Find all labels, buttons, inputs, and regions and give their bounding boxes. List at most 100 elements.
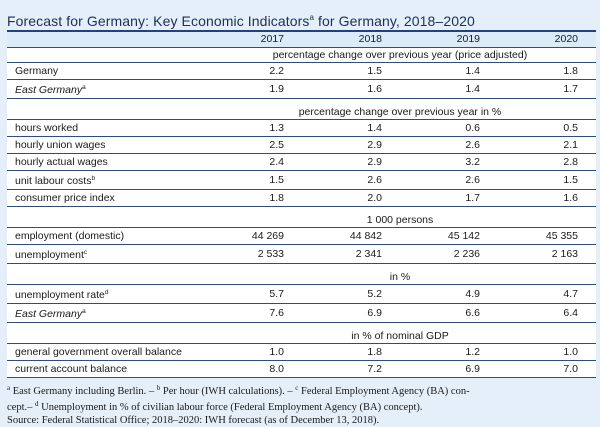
value-cell-2019: 2 236 (400, 244, 498, 264)
value-cell-2020: 2.1 (498, 136, 596, 154)
row-label: unit labour costs (15, 175, 92, 187)
row-footnote-mark: a (82, 84, 86, 91)
value-cell-2018: 5.2 (302, 284, 400, 304)
value-cell-2019: 4.9 (400, 284, 498, 304)
value-cell-2020: 1.8 (498, 62, 596, 80)
row-label-cell: general government overall balance (7, 343, 204, 361)
row-label-cell: unemploymentc (7, 244, 204, 264)
row-label: hourly union wages (15, 138, 106, 151)
row-label-cell: hours worked (7, 119, 204, 137)
year-header-2019: 2019 (400, 32, 498, 48)
value-cell-2020: 6.4 (498, 303, 596, 323)
value-cell-2018: 7.2 (302, 360, 400, 378)
value-cell-2018: 1.5 (302, 62, 400, 80)
year-header-row: 2017 2018 2019 2020 (7, 32, 596, 48)
value-cell-2020: 4.7 (498, 284, 596, 304)
unit-blank-cell (7, 329, 204, 344)
row-footnote-mark: a (82, 308, 86, 315)
footnote-mark-a: a (7, 384, 11, 392)
row-label: employment (domestic) (15, 229, 125, 242)
unit-row: in % (7, 270, 596, 285)
footnotes: a East Germany including Berlin. – b Per… (7, 382, 597, 427)
value-cell-2019: 1.4 (400, 62, 498, 80)
row-label: current account balance (15, 362, 128, 375)
value-cell-2017: 1.3 (204, 119, 302, 137)
unit-row: in % of nominal GDP (7, 329, 596, 344)
row-label: general government overall balance (15, 345, 182, 358)
value-cell-2018: 6.9 (302, 303, 400, 323)
row-label-cell: hourly union wages (7, 136, 204, 154)
unit-row: percentage change over previous year in … (7, 105, 596, 120)
unit-row: percentage change over previous year (pr… (7, 47, 596, 63)
unit-blank-cell (7, 105, 204, 120)
value-cell-2017: 2 533 (204, 244, 302, 264)
row-label: Germany (15, 64, 59, 77)
value-cell-2019: 1.7 (400, 189, 498, 207)
value-cell-2020: 45 355 (498, 227, 596, 245)
table-row: hours worked 1.3 1.4 0.6 0.5 (7, 119, 596, 137)
row-label-cell: Germany (7, 62, 204, 80)
row-label: consumer price index (15, 191, 115, 204)
indicators-table: 2017 2018 2019 2020 percentage change over p… (7, 32, 596, 378)
unit-blank-cell (7, 213, 204, 228)
value-cell-2020: 0.5 (498, 119, 596, 137)
value-cell-2018: 1.4 (302, 119, 400, 137)
year-header-2017: 2017 (204, 32, 302, 48)
unit-blank-cell (7, 47, 204, 63)
value-cell-2019: 1.4 (400, 79, 498, 99)
row-label: East Germany (15, 308, 83, 320)
row-label-cell: current account balance (7, 360, 204, 378)
value-cell-2019: 1.2 (400, 343, 498, 361)
value-cell-2017: 1.8 (204, 189, 302, 207)
footnote-b-text: Per hour (IWH calculations). – (160, 386, 296, 397)
year-header-2018: 2018 (302, 32, 400, 48)
value-cell-2017: 8.0 (204, 360, 302, 378)
footnote-mark-d: d (35, 400, 39, 408)
table-row: East Germanya 7.6 6.9 6.6 6.4 (7, 303, 596, 323)
value-cell-2017: 1.0 (204, 343, 302, 361)
value-cell-2018: 44 842 (302, 227, 400, 245)
value-cell-2019: 6.9 (400, 360, 498, 378)
table-row: consumer price index 1.8 2.0 1.7 1.6 (7, 189, 596, 207)
row-label-cell: East Germanya (7, 79, 204, 99)
unit-label: in % (204, 270, 596, 285)
row-label-cell: hourly actual wages (7, 153, 204, 171)
row-label-cell: employment (domestic) (7, 227, 204, 245)
value-cell-2020: 7.0 (498, 360, 596, 378)
unit-label: 1 000 persons (204, 213, 596, 228)
value-cell-2020: 1.0 (498, 343, 596, 361)
value-cell-2018: 1.6 (302, 79, 400, 99)
row-label: hourly actual wages (15, 155, 108, 168)
value-cell-2020: 2 163 (498, 244, 596, 264)
value-cell-2017: 44 269 (204, 227, 302, 245)
row-label-cell: unit labour costsb (7, 170, 204, 190)
value-cell-2018: 2 341 (302, 244, 400, 264)
value-cell-2019: 0.6 (400, 119, 498, 137)
table-row: hourly actual wages 2.4 2.9 3.2 2.8 (7, 153, 596, 171)
footnote-mark-c: c (295, 384, 299, 392)
footnote-a-text: East Germany including Berlin. – (10, 386, 157, 397)
unit-row: 1 000 persons (7, 213, 596, 228)
value-cell-2017: 2.2 (204, 62, 302, 80)
value-cell-2019: 6.6 (400, 303, 498, 323)
value-cell-2017: 7.6 (204, 303, 302, 323)
table-row: unemploymentc 2 533 2 341 2 236 2 163 (7, 244, 596, 264)
table-row: Germany 2.2 1.5 1.4 1.8 (7, 62, 596, 80)
value-cell-2017: 2.5 (204, 136, 302, 154)
table-title: Forecast for Germany: Key Economic Indic… (7, 9, 596, 29)
row-footnote-mark: d (104, 289, 109, 296)
value-cell-2019: 3.2 (400, 153, 498, 171)
unit-label: percentage change over previous year in … (204, 105, 596, 120)
value-cell-2020: 2.8 (498, 153, 596, 171)
value-cell-2020: 1.5 (498, 170, 596, 190)
title-rule (7, 30, 596, 32)
table-row: unit labour costsb 1.5 2.6 2.6 1.5 (7, 170, 596, 190)
footnote-line-1: a East Germany including Berlin. – b Per… (7, 382, 597, 398)
footnote-line-2: cept.– d Unemployment in % of civilian l… (7, 398, 597, 414)
row-label: unemployment rate (15, 289, 105, 301)
row-label-cell: unemployment rated (7, 284, 204, 304)
value-cell-2020: 1.7 (498, 79, 596, 99)
row-label: unemployment (15, 249, 84, 261)
unit-label: in % of nominal GDP (204, 329, 596, 344)
